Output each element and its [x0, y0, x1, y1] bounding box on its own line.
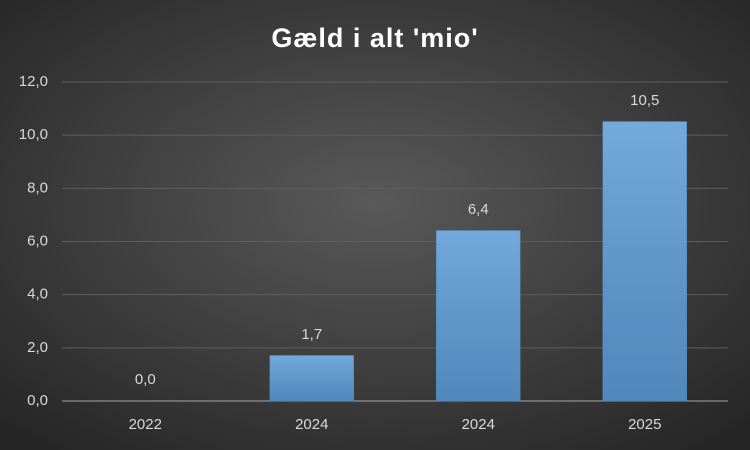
- bar-shade: [270, 355, 354, 401]
- y-tick-label: 8,0: [27, 179, 48, 196]
- y-tick-label: 0,0: [27, 392, 48, 409]
- value-label: 1,7: [301, 326, 322, 343]
- y-tick-label: 12,0: [19, 73, 48, 90]
- x-tick-label: 2022: [129, 416, 162, 433]
- value-label: 6,4: [468, 201, 489, 218]
- x-tick-label: 2025: [628, 416, 661, 433]
- y-tick-label: 10,0: [19, 126, 48, 143]
- y-tick-label: 6,0: [27, 232, 48, 249]
- bar-shade: [603, 121, 687, 401]
- value-label: 0,0: [135, 371, 156, 388]
- chart-title: Gæld i alt 'mio': [271, 23, 478, 53]
- x-tick-label: 2024: [462, 416, 495, 433]
- bar-shade: [436, 230, 520, 401]
- x-tick-label: 2024: [295, 416, 328, 433]
- value-label: 10,5: [630, 92, 659, 109]
- y-tick-label: 4,0: [27, 286, 48, 303]
- y-tick-label: 2,0: [27, 339, 48, 356]
